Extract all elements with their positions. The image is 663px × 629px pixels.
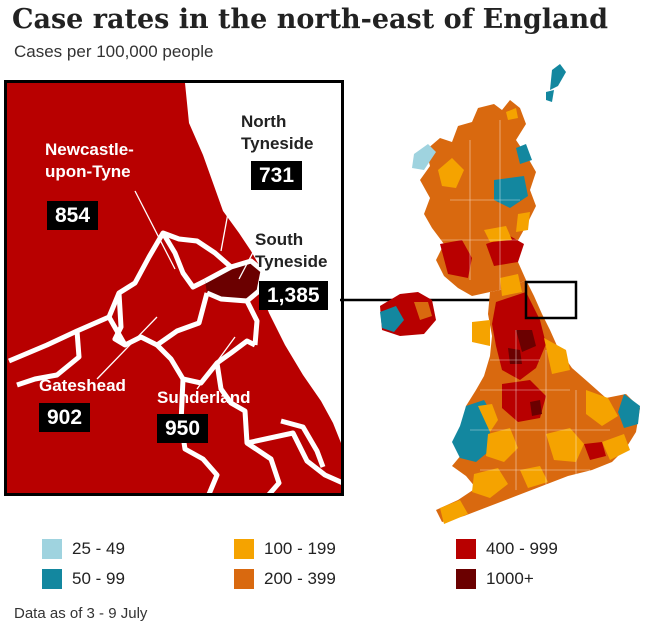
- legend-item: 400 - 999: [456, 538, 558, 560]
- legend-label: 200 - 399: [264, 569, 336, 588]
- newcastle-value: 854: [47, 201, 99, 230]
- newcastle-name-line1: Newcastle-: [45, 140, 134, 159]
- newcastle-name-line2: upon-Tyne: [45, 162, 131, 181]
- map-subtitle: Cases per 100,000 people: [14, 42, 214, 61]
- legend-col-1: 25 - 49 50 - 99: [42, 538, 125, 598]
- sunderland-value: 950: [157, 414, 209, 443]
- north-tyneside-name-line1: North: [241, 112, 287, 131]
- south-tyneside-value: 1,385: [259, 281, 328, 310]
- sunderland-name: Sunderland: [157, 388, 251, 407]
- south-tyneside-label: South Tyneside: [255, 229, 327, 273]
- north-tyneside-value: 731: [251, 161, 303, 190]
- data-source-note: Data as of 3 - 9 July: [14, 605, 148, 622]
- legend-swatch-100-199: [234, 539, 254, 559]
- newcastle-label: Newcastle- upon-Tyne: [45, 139, 134, 183]
- legend-label: 1000+: [486, 569, 534, 588]
- gateshead-name: Gateshead: [39, 376, 126, 395]
- legend-swatch-1000-plus: [456, 569, 476, 589]
- inset-map: Newcastle- upon-Tyne 854 North Tyneside …: [4, 80, 344, 496]
- legend-swatch-25-49: [42, 539, 62, 559]
- gateshead-value: 902: [39, 403, 91, 432]
- legend-swatch-200-399: [234, 569, 254, 589]
- legend-col-2: 100 - 199 200 - 399: [234, 538, 336, 598]
- legend-label: 100 - 199: [264, 539, 336, 558]
- map-title: Case rates in the north-east of England: [12, 4, 608, 35]
- legend-label: 400 - 999: [486, 539, 558, 558]
- legend-col-3: 400 - 999 1000+: [456, 538, 558, 598]
- legend-swatch-50-99: [42, 569, 62, 589]
- south-tyneside-name-line1: South: [255, 230, 304, 249]
- gateshead-label: Gateshead: [39, 375, 126, 397]
- legend-item: 25 - 49: [42, 538, 125, 560]
- legend-label: 50 - 99: [72, 569, 125, 588]
- legend-item: 50 - 99: [42, 568, 125, 590]
- north-tyneside-name-line2: Tyneside: [241, 134, 314, 153]
- north-tyneside-label: North Tyneside: [241, 111, 313, 155]
- legend-item: 200 - 399: [234, 568, 336, 590]
- legend-item: 1000+: [456, 568, 558, 590]
- south-tyneside-name-line2: Tyneside: [255, 252, 328, 271]
- legend-item: 100 - 199: [234, 538, 336, 560]
- uk-map: [380, 64, 640, 524]
- highlight-box: [524, 280, 578, 320]
- legend-swatch-400-999: [456, 539, 476, 559]
- legend-label: 25 - 49: [72, 539, 125, 558]
- sunderland-label: Sunderland: [157, 387, 251, 409]
